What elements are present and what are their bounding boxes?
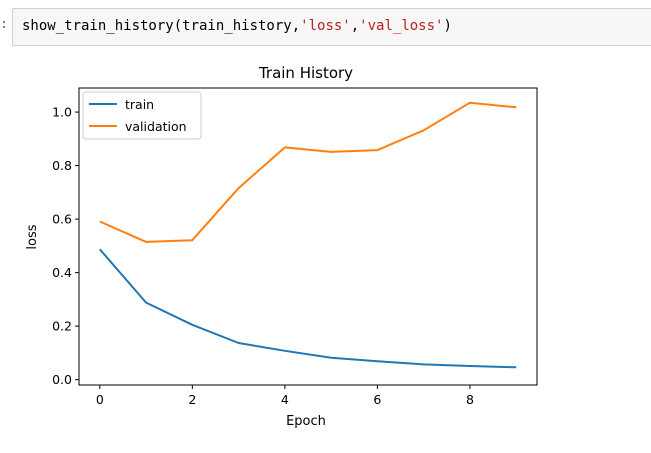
x-tick-label: 4 (281, 392, 289, 407)
chart-marks (99, 101, 517, 369)
train-history-chart: Train History 0 2 4 6 8 0.0 0.2 0.4 0.6 0.8 1.0 E… (25, 64, 538, 429)
y-axis-ticks: 0.0 0.2 0.4 0.6 0.8 1.0 (52, 105, 79, 387)
legend-label-validation: validation (125, 119, 187, 134)
x-axis-label: Epoch (286, 414, 326, 429)
x-tick-label: 8 (466, 392, 474, 407)
y-tick-label: 0.6 (52, 212, 72, 227)
x-tick-label: 2 (188, 392, 196, 407)
y-tick-label: 1.0 (52, 105, 72, 120)
cell-prompt: : (0, 17, 8, 32)
code-close-paren: ) (443, 18, 452, 34)
series-line-train (99, 248, 517, 369)
legend-label-train: train (125, 97, 154, 112)
code-comma: , (350, 18, 360, 34)
code-string-arg-val-loss: 'val_loss' (359, 18, 444, 34)
code-string-arg-loss: 'loss' (300, 18, 351, 34)
code-line[interactable]: show_train_history(train_history,'loss',… (22, 18, 452, 34)
y-tick-label: 0.2 (52, 319, 72, 334)
plot-frame (78, 87, 538, 386)
x-tick-label: 0 (96, 392, 104, 407)
code-function-call: show_train_history(train_history, (22, 18, 301, 34)
y-axis-label: loss (25, 224, 40, 249)
legend: train validation (82, 91, 202, 140)
y-tick-label: 0.0 (52, 372, 72, 387)
chart-title: Train History (258, 64, 353, 82)
y-tick-label: 0.4 (52, 265, 72, 280)
y-tick-label: 0.8 (52, 158, 72, 173)
series-line-validation (99, 101, 517, 243)
x-axis-ticks: 0 2 4 6 8 (96, 385, 474, 407)
x-tick-label: 6 (373, 392, 381, 407)
code-cell[interactable]: show_train_history(train_history,'loss',… (12, 8, 651, 46)
